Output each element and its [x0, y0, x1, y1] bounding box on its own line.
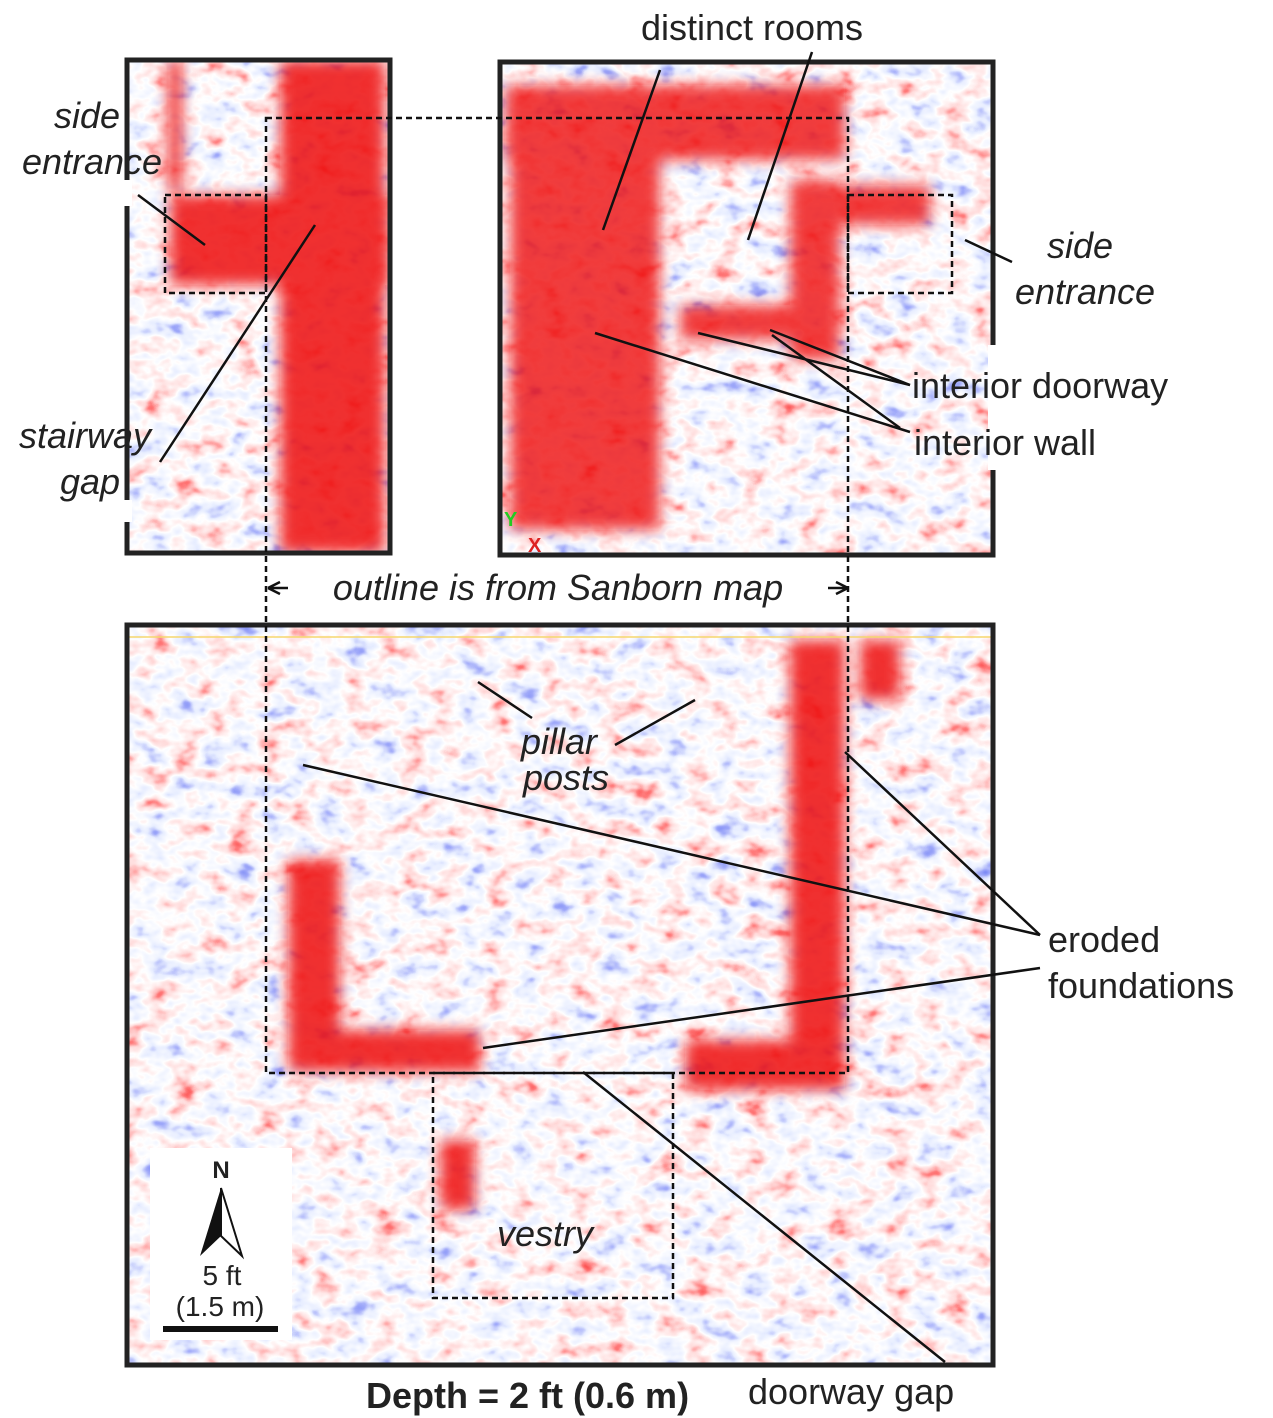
label-line: entrance: [1015, 271, 1155, 312]
panel-frame: [124, 622, 996, 1368]
axis-label: Y: [504, 509, 518, 531]
label: outline is from Sanborn map: [333, 567, 783, 608]
label-line: pillar: [520, 721, 599, 762]
label: stairway gap: [19, 415, 161, 502]
label: pillar posts: [520, 721, 609, 798]
scale-label: (1.5 m): [176, 1291, 265, 1322]
figure-title: Depth = 2 ft (0.6 m): [366, 1375, 689, 1416]
frame-gap: [988, 345, 1000, 470]
label-line: side: [54, 95, 120, 136]
gpr-panel-2: [500, 62, 993, 555]
leader-lines: [137, 51, 1041, 1363]
label: vestry: [497, 1213, 595, 1254]
panel-frame: [124, 57, 393, 556]
scale-label: 5 ft: [203, 1260, 242, 1291]
label-line: gap: [60, 461, 120, 502]
label-line: entrance: [22, 141, 162, 182]
label: doorway gap: [748, 1371, 954, 1412]
axis-label: X: [528, 535, 542, 557]
label: eroded foundations: [1048, 919, 1234, 1006]
sanborn-outline: [264, 116, 850, 1075]
label-line: eroded: [1048, 919, 1160, 960]
label: side entrance: [1015, 225, 1155, 312]
north-label: N: [212, 1157, 229, 1184]
gpr-panel-1: [127, 60, 390, 553]
label-line: foundations: [1048, 965, 1234, 1006]
label: distinct rooms: [641, 7, 863, 48]
frame-gap: [120, 180, 132, 206]
label: interior wall: [914, 422, 1096, 463]
label-line: posts: [522, 757, 609, 798]
panel-frame: [497, 59, 996, 558]
label-line: side: [1047, 225, 1113, 266]
dashed-box: [431, 1071, 675, 1300]
dashed-box: [163, 193, 268, 295]
dashed-box: [846, 193, 954, 295]
label: interior doorway: [912, 365, 1168, 406]
scale-box: [150, 1148, 292, 1340]
frame-gap: [120, 500, 132, 522]
label: side entrance: [22, 95, 162, 182]
label-line: stairway: [19, 415, 153, 456]
